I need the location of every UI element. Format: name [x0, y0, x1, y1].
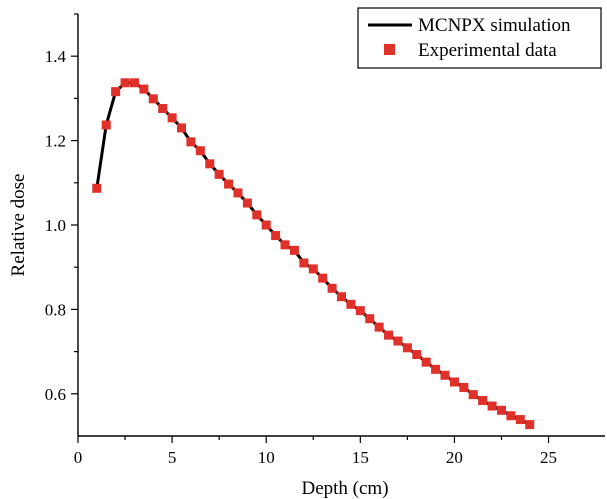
experimental-point — [252, 210, 262, 220]
experimental-point — [515, 415, 525, 425]
experimental-point — [478, 396, 488, 406]
experimental-point — [280, 240, 290, 250]
x-axis-title: Depth (cm) — [301, 478, 388, 499]
legend-box — [357, 7, 602, 69]
y-tick-label: 0.8 — [45, 300, 66, 319]
y-axis-ticks: 0.6 0.8 1.0 1.2 1.4 — [45, 13, 78, 404]
experimental-point — [148, 94, 158, 104]
series-layer — [92, 78, 535, 430]
experimental-point — [214, 169, 224, 179]
experimental-point — [449, 377, 459, 387]
experimental-point — [365, 314, 375, 324]
experimental-point — [402, 343, 412, 353]
experimental-point — [233, 188, 243, 198]
legend-label-experimental: Experimental data — [418, 40, 557, 61]
experimental-point — [139, 84, 149, 94]
experimental-point — [271, 231, 281, 241]
x-tick-label: 15 — [352, 448, 369, 467]
experimental-point — [111, 87, 121, 97]
y-tick-label: 1.4 — [45, 47, 67, 66]
experimental-point — [318, 273, 328, 283]
experimental-point — [261, 220, 271, 230]
experimental-point — [224, 179, 234, 189]
experimental-point — [299, 258, 309, 268]
experimental-point — [308, 264, 318, 274]
experimental-point — [393, 336, 403, 346]
experimental-point — [459, 382, 469, 392]
experimental-point — [421, 357, 431, 367]
experimental-point — [384, 330, 394, 340]
legend: MCNPX simulation Experimental data — [357, 7, 602, 69]
x-tick-label: 0 — [74, 448, 83, 467]
experimental-point — [120, 78, 130, 88]
experimental-point — [337, 292, 346, 302]
experimental-point — [496, 405, 506, 415]
plot-frame — [77, 14, 605, 437]
experimental-point — [431, 364, 441, 374]
x-tick-label: 10 — [258, 448, 275, 467]
simulation-line — [95, 81, 531, 426]
experimental-point — [289, 245, 299, 255]
y-tick-label: 1.0 — [45, 216, 66, 235]
experimental-point — [129, 78, 139, 88]
experimental-point — [195, 146, 205, 156]
experimental-point — [506, 411, 516, 421]
experimental-point — [412, 350, 422, 360]
y-tick-label: 0.6 — [45, 385, 66, 404]
experimental-point — [487, 401, 497, 411]
x-tick-label: 25 — [540, 448, 557, 467]
y-tick-label: 1.2 — [45, 132, 66, 151]
legend-label-simulation: MCNPX simulation — [418, 15, 571, 36]
experimental-point — [101, 120, 111, 130]
x-tick-label: 5 — [168, 448, 177, 467]
experimental-point — [355, 306, 365, 316]
experimental-point — [440, 370, 450, 380]
legend-square-swatch — [384, 44, 395, 55]
experimental-point — [167, 113, 177, 123]
experimental-point — [525, 420, 535, 430]
experimental-point — [327, 283, 337, 293]
experimental-point — [468, 390, 478, 400]
experimental-point — [346, 299, 356, 309]
x-axis-ticks: 0 5 10 15 20 25 — [74, 436, 557, 467]
y-axis-title: Relative dose — [8, 174, 29, 277]
experimental-point — [205, 159, 215, 169]
experimental-point — [158, 104, 168, 114]
experimental-point — [242, 198, 252, 208]
experimental-point — [374, 322, 384, 332]
experimental-point — [92, 183, 102, 193]
experimental-point — [186, 137, 196, 147]
x-tick-label: 20 — [446, 448, 463, 467]
experimental-point — [177, 123, 187, 133]
